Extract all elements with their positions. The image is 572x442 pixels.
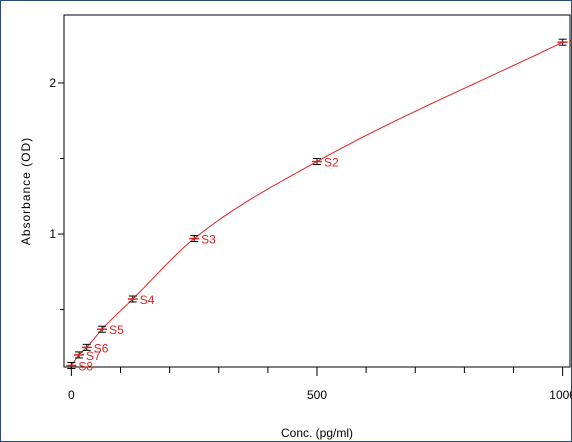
- y-axis-label: Absorbance (OD): [19, 137, 33, 245]
- x-tick-label: 0: [68, 388, 75, 402]
- x-tick-label: 1000: [549, 388, 572, 402]
- data-label: S6: [94, 341, 109, 355]
- plot-area: [63, 14, 571, 368]
- fit-curve: [70, 41, 563, 366]
- data-label: S7: [86, 349, 101, 363]
- data-label: S3: [201, 233, 216, 247]
- y-tick-label: 1: [49, 227, 56, 241]
- data-label: S8: [78, 359, 93, 373]
- data-label: S5: [109, 323, 124, 337]
- data-label: S4: [140, 293, 155, 307]
- data-label: S1: [570, 36, 572, 50]
- y-axis: 12: [49, 76, 64, 311]
- x-axis: 0 500 1000: [68, 367, 572, 402]
- x-tick-label: 500: [307, 388, 327, 402]
- x-axis-label: Conc. (pg/ml): [281, 426, 353, 440]
- y-tick-label: 2: [49, 76, 56, 90]
- data-label: S2: [324, 156, 339, 170]
